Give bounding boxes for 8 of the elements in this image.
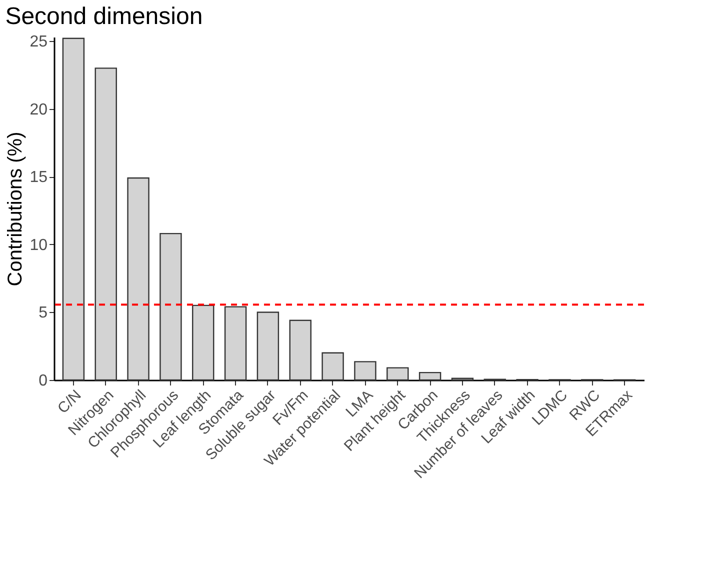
y-tick-label: 10 [30,236,48,254]
y-tick-label: 15 [30,169,48,186]
y-tick-label: 20 [30,101,48,118]
chart-title: Second dimension [5,3,203,30]
y-tick-label: 0 [38,372,48,390]
y-tick-label: 5 [38,304,48,322]
y-axis-title: Contributions (%) [4,132,27,286]
y-tick-label: 25 [30,34,48,51]
